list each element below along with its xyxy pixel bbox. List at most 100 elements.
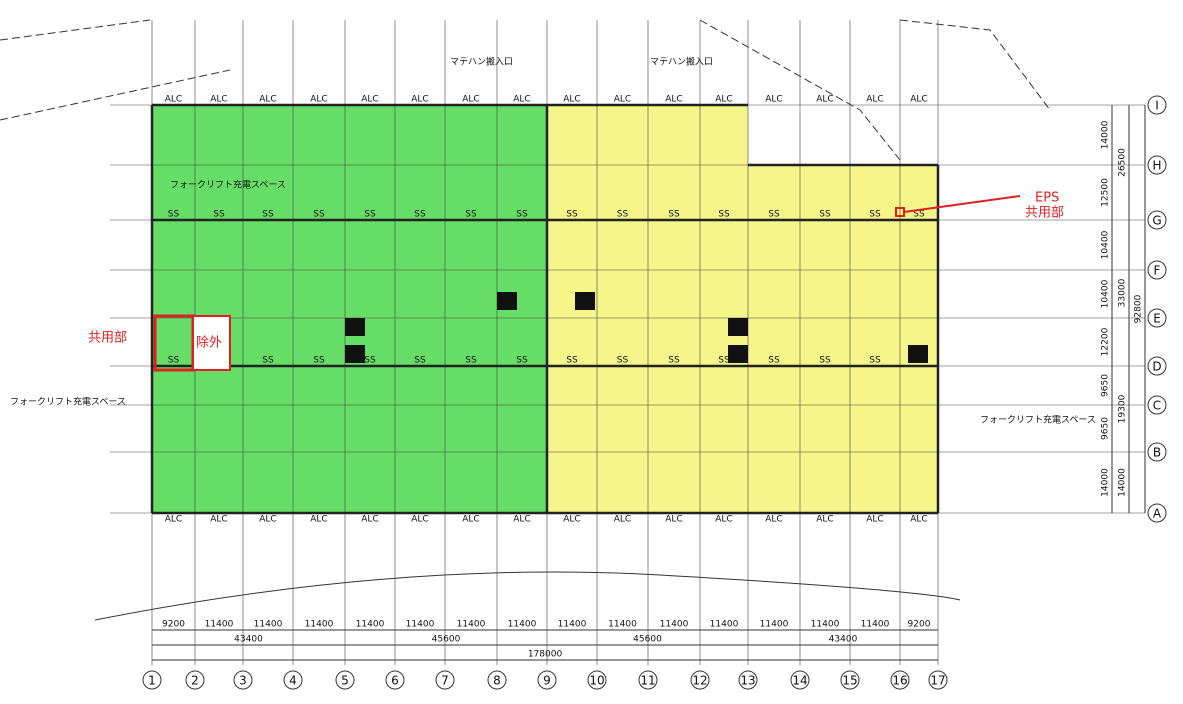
wall-label: SS [617, 210, 629, 220]
dimension: 45600 [633, 635, 662, 645]
grid-bubble [537, 670, 557, 690]
excluded-box [192, 315, 231, 371]
dimension: 14000 [1101, 468, 1111, 497]
wall-label: ALC [910, 95, 927, 105]
equipment [728, 318, 748, 336]
grid-bubble [1147, 395, 1167, 415]
wall-label: ALC [765, 95, 782, 105]
wall-label: SS [465, 210, 477, 220]
wall-label: SS [913, 210, 925, 220]
column-label: 11 [640, 674, 655, 688]
dimension: 10400 [1101, 279, 1111, 308]
wall-label: SS [869, 210, 881, 220]
dimension: 11400 [406, 620, 435, 630]
annotation: 共用部 [88, 331, 127, 346]
wall-label: SS [313, 210, 325, 220]
dimension: 11400 [254, 620, 283, 630]
wall-label: ALC [411, 515, 428, 525]
row-label: I [1155, 99, 1159, 113]
wall-label: SS [364, 356, 376, 366]
wall-label: SS [768, 356, 780, 366]
grid-bubble [1147, 442, 1167, 462]
entrance-label: マテハン搬入口 [450, 56, 513, 68]
wall-label: ALC [310, 95, 327, 105]
column-label: 13 [740, 674, 755, 688]
wall-label: SS [168, 356, 180, 366]
wall-label: ALC [715, 515, 732, 525]
column-label: 4 [289, 674, 297, 688]
wall-label: SS [819, 356, 831, 366]
grid-bubble [890, 670, 910, 690]
dimension: 14000 [1101, 120, 1111, 149]
dimension: 33000 [1118, 278, 1128, 307]
dimension: 11400 [608, 620, 637, 630]
equipment [728, 345, 748, 363]
column-label: 1 [148, 674, 156, 688]
wall-label: SS [364, 210, 376, 220]
wall-label: SS [516, 356, 528, 366]
dimension: 10400 [1101, 230, 1111, 259]
grid-bubble [1147, 260, 1167, 280]
dimension: 11400 [508, 620, 537, 630]
wall-label: SS [768, 210, 780, 220]
equipment [345, 318, 365, 336]
grid-bubble [185, 670, 205, 690]
wall-label: SS [313, 356, 325, 366]
wall-label: ALC [866, 515, 883, 525]
wall-label: ALC [165, 515, 182, 525]
wall-label: SS [718, 356, 730, 366]
dimension: 11400 [660, 620, 689, 630]
grid-bubble [587, 670, 607, 690]
wall-label: SS [668, 210, 680, 220]
yellow-zone [547, 105, 938, 513]
wall-label: SS [168, 210, 180, 220]
green-zone [152, 105, 547, 513]
equipment [575, 292, 595, 310]
dimension: 45600 [432, 635, 461, 645]
dimension: 11400 [710, 620, 739, 630]
dimension: 11400 [205, 620, 234, 630]
note: フォークリフト充電スペース [170, 179, 286, 191]
row-label: H [1152, 159, 1161, 173]
dimension: 43400 [234, 635, 263, 645]
row-label: D [1152, 360, 1161, 374]
wall-label: ALC [715, 95, 732, 105]
wall-label: ALC [210, 515, 227, 525]
dimension: 14000 [1118, 468, 1128, 497]
dimension: 26500 [1118, 148, 1128, 177]
equipment [345, 345, 365, 363]
grid-bubble [840, 670, 860, 690]
wall-label: SS [869, 356, 881, 366]
column-label: 7 [441, 674, 449, 688]
grid-bubble [1147, 308, 1167, 328]
wall-label: ALC [361, 95, 378, 105]
grid-bubble [928, 670, 948, 690]
row-label: F [1154, 264, 1161, 278]
dimension: 9200 [908, 620, 931, 630]
dimension: 11400 [760, 620, 789, 630]
wall-label: SS [668, 356, 680, 366]
grid-bubble [435, 670, 455, 690]
dimension: 92800 [1134, 294, 1144, 323]
row-label: B [1153, 446, 1161, 460]
dimension: 9200 [162, 620, 185, 630]
column-label: 6 [391, 674, 399, 688]
equipment [497, 292, 517, 310]
site-lines [0, 19, 1051, 161]
dimension: 178000 [528, 650, 563, 660]
dimension: 9650 [1101, 374, 1111, 397]
column-label: 12 [692, 674, 707, 688]
wall-label: ALC [361, 515, 378, 525]
wall-label: SS [566, 210, 578, 220]
wall-label: SS [516, 210, 528, 220]
grid-bubble [1147, 503, 1167, 523]
dimension: 11400 [305, 620, 334, 630]
wall-label: ALC [462, 515, 479, 525]
note: フォークリフト充電スペース [10, 396, 126, 408]
wall-label: SS [718, 210, 730, 220]
wall-label: SS [213, 210, 225, 220]
dimension: 11400 [861, 620, 890, 630]
entrance-label: マテハン搬入口 [650, 56, 713, 68]
dimension: 11400 [811, 620, 840, 630]
